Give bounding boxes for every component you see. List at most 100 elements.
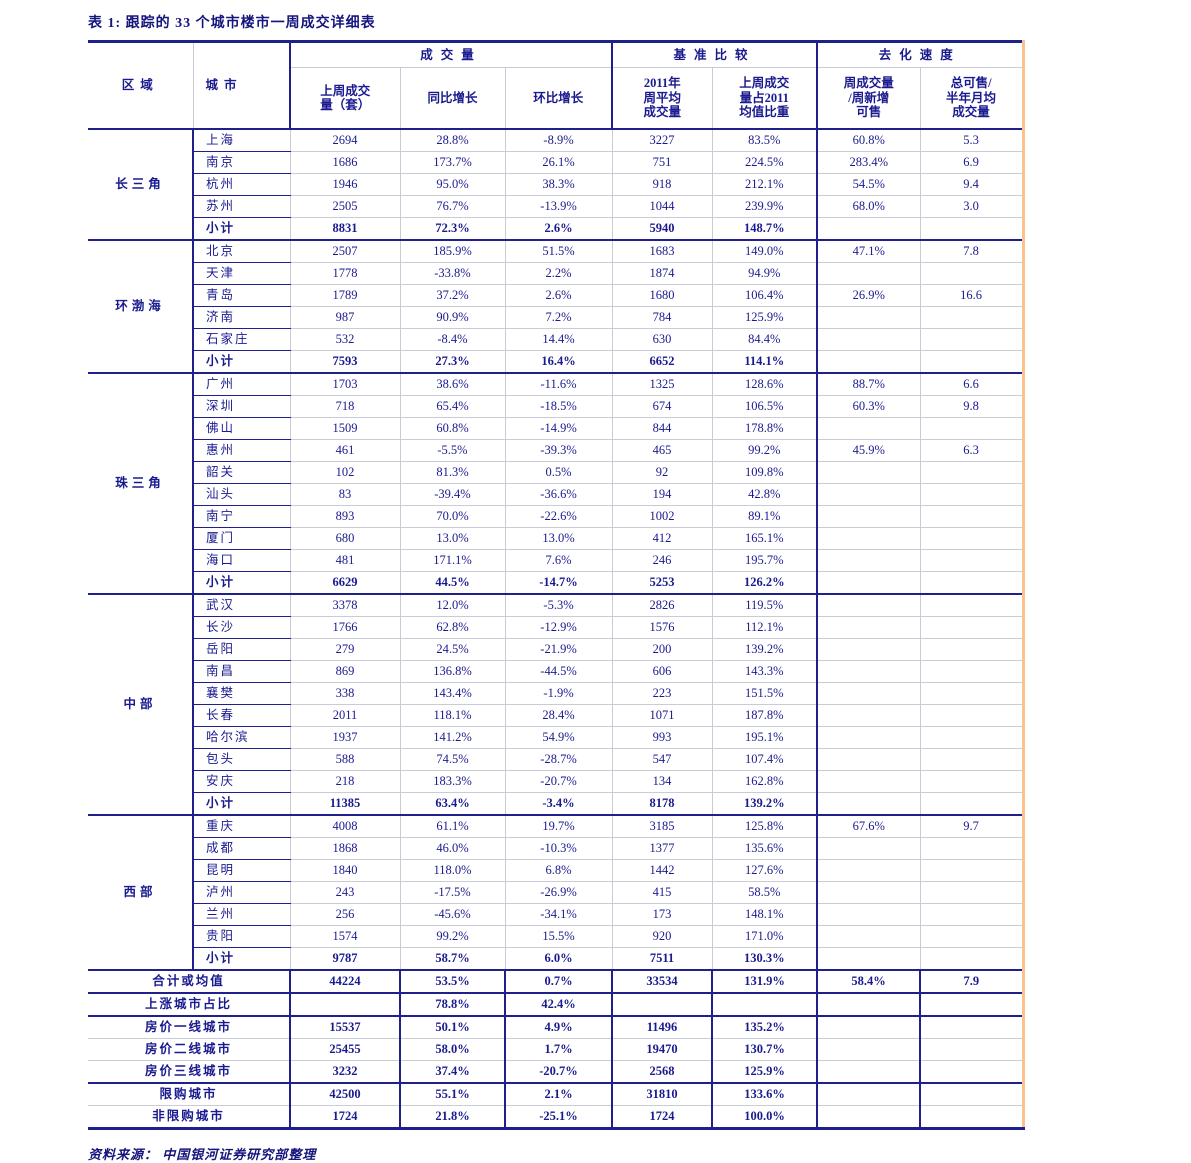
- value-cell: 5.3: [919, 129, 1025, 152]
- value-cell: 412: [611, 527, 713, 550]
- value-cell: [816, 903, 921, 926]
- summary-value-cell: [816, 1105, 921, 1130]
- value-cell: -18.5%: [504, 395, 613, 418]
- summary-value-cell: 7.9: [919, 970, 1025, 994]
- value-cell: -39.3%: [504, 439, 613, 462]
- value-cell: [919, 881, 1025, 904]
- value-cell: 173: [611, 903, 713, 926]
- value-cell: -22.6%: [504, 505, 613, 528]
- summary-value-cell: 2.1%: [503, 1083, 613, 1106]
- value-cell: [919, 262, 1025, 285]
- value-cell: 107.4%: [711, 748, 818, 771]
- city-name-cell: 南宁: [192, 505, 290, 528]
- value-cell: 1766: [289, 616, 400, 639]
- value-cell: 200: [611, 638, 713, 661]
- value-cell: 1574: [289, 925, 400, 948]
- city-name-cell: 昆明: [192, 859, 290, 882]
- report-page: 表 1: 跟踪的 33 个城市楼市一周成交详细表 区域 城市 成交量 基准比较 …: [88, 8, 1128, 1163]
- value-cell: 239.9%: [711, 195, 818, 218]
- value-cell: -20.7%: [504, 770, 613, 793]
- value-cell: 125.9%: [711, 306, 818, 329]
- value-cell: 119.5%: [711, 594, 818, 617]
- value-cell: [816, 461, 921, 484]
- summary-value-cell: 4.9%: [503, 1016, 613, 1039]
- value-cell: -12.9%: [504, 616, 613, 639]
- summary-value-cell: [919, 1105, 1025, 1130]
- value-cell: 16.4%: [504, 350, 613, 374]
- summary-value-cell: 25455: [289, 1038, 400, 1061]
- summary-value-cell: 58.0%: [399, 1038, 505, 1061]
- summary-value-cell: 11496: [611, 1016, 713, 1039]
- summary-value-cell: 53.5%: [399, 970, 505, 994]
- value-cell: -5.5%: [399, 439, 505, 462]
- summary-value-cell: 130.7%: [711, 1038, 818, 1061]
- city-row: 包头 588 74.5% -28.7% 547 107.4%: [88, 748, 1025, 771]
- summary-row: 房价二线城市 25455 58.0% 1.7% 19470 130.7%: [88, 1038, 1025, 1061]
- value-cell: 106.5%: [711, 395, 818, 418]
- value-cell: 212.1%: [711, 173, 818, 196]
- summary-value-cell: 31810: [611, 1083, 713, 1106]
- value-cell: 1937: [289, 726, 400, 749]
- value-cell: [919, 306, 1025, 329]
- subtotal-label: 小计: [192, 350, 290, 374]
- city-name-cell: 上海: [192, 129, 290, 152]
- value-cell: 6.3: [919, 439, 1025, 462]
- city-row: 佛山 1509 60.8% -14.9% 844 178.8%: [88, 417, 1025, 440]
- region-cell: 西部: [88, 815, 193, 971]
- summary-value-cell: 55.1%: [399, 1083, 505, 1106]
- value-cell: 844: [611, 417, 713, 440]
- summary-value-cell: 44224: [289, 970, 400, 994]
- value-cell: 13.0%: [504, 527, 613, 550]
- value-cell: 38.6%: [399, 373, 505, 396]
- value-cell: [919, 792, 1025, 816]
- value-cell: [816, 638, 921, 661]
- value-cell: 102: [289, 461, 400, 484]
- value-cell: -10.3%: [504, 837, 613, 860]
- value-cell: 185.9%: [399, 240, 505, 263]
- value-cell: -28.7%: [504, 748, 613, 771]
- value-cell: 128.6%: [711, 373, 818, 396]
- city-name-cell: 岳阳: [192, 638, 290, 661]
- summary-value-cell: 1724: [289, 1105, 400, 1130]
- value-cell: 11385: [289, 792, 400, 816]
- value-cell: 3227: [611, 129, 713, 152]
- value-cell: 993: [611, 726, 713, 749]
- source-note: 资料来源： 中国银河证券研究部整理: [88, 1147, 317, 1162]
- value-cell: 751: [611, 151, 713, 174]
- value-cell: -11.6%: [504, 373, 613, 396]
- city-row: 成都 1868 46.0% -10.3% 1377 135.6%: [88, 837, 1025, 860]
- value-cell: 162.8%: [711, 770, 818, 793]
- value-cell: 27.3%: [399, 350, 505, 374]
- city-name-cell: 青岛: [192, 284, 290, 307]
- value-cell: 9787: [289, 947, 400, 971]
- subtotal-row: 小计 7593 27.3% 16.4% 6652 114.1%: [88, 350, 1025, 374]
- value-cell: 165.1%: [711, 527, 818, 550]
- value-cell: 1789: [289, 284, 400, 307]
- value-cell: [919, 527, 1025, 550]
- value-cell: [919, 726, 1025, 749]
- value-cell: 195.1%: [711, 726, 818, 749]
- value-cell: 3378: [289, 594, 400, 617]
- value-cell: 68.0%: [816, 195, 921, 218]
- value-cell: [919, 417, 1025, 440]
- value-cell: 2011: [289, 704, 400, 727]
- value-cell: 2.6%: [504, 217, 613, 241]
- city-row: 中部 武汉 3378 12.0% -5.3% 2826 119.5%: [88, 594, 1025, 816]
- value-cell: 2.2%: [504, 262, 613, 285]
- value-cell: 2507: [289, 240, 400, 263]
- city-name-cell: 武汉: [192, 594, 290, 617]
- value-cell: 26.1%: [504, 151, 613, 174]
- summary-label: 合计或均值: [88, 970, 290, 994]
- value-cell: -33.8%: [399, 262, 505, 285]
- value-cell: [816, 262, 921, 285]
- value-cell: 869: [289, 660, 400, 683]
- summary-value-cell: 42500: [289, 1083, 400, 1106]
- city-row: 长沙 1766 62.8% -12.9% 1576 112.1%: [88, 616, 1025, 639]
- city-row: 天津 1778 -33.8% 2.2% 1874 94.9%: [88, 262, 1025, 285]
- summary-value-cell: 21.8%: [399, 1105, 505, 1130]
- city-row: 济南 987 90.9% 7.2% 784 125.9%: [88, 306, 1025, 329]
- value-cell: 139.2%: [711, 792, 818, 816]
- value-cell: [919, 748, 1025, 771]
- table-header: 区域 城市 成交量 基准比较 去化速度 上周成交 量（套） 同比增长 环比增长 …: [88, 41, 1025, 130]
- table-title: 表 1: 跟踪的 33 个城市楼市一周成交详细表: [88, 16, 376, 31]
